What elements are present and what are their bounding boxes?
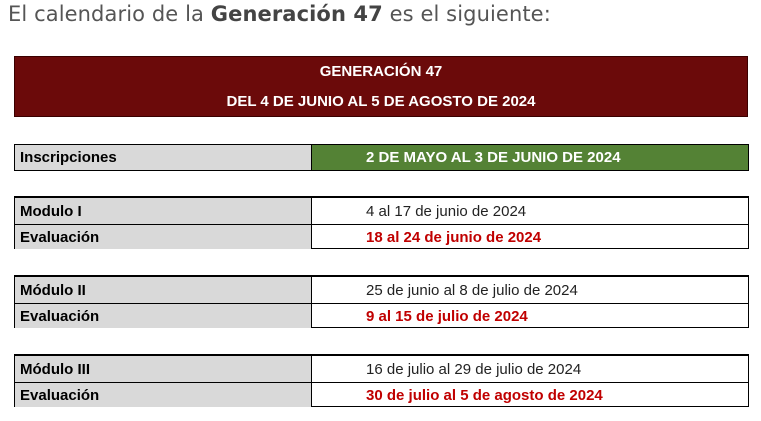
evaluation-label: Evaluación — [15, 383, 312, 407]
inscripciones-label: Inscripciones — [15, 145, 312, 170]
banner-title: GENERACIÓN 47 — [319, 63, 443, 80]
evaluation-dates: 18 al 24 de junio de 2024 — [366, 228, 542, 246]
module-dates: 4 al 17 de junio de 2024 — [366, 202, 527, 220]
intro-prefix: El calendario de la — [8, 2, 211, 26]
evaluation-row: Evaluación 18 al 24 de junio de 2024 — [15, 225, 748, 249]
evaluation-dates: 9 al 15 de julio de 2024 — [366, 307, 528, 325]
module-label: Módulo II — [15, 277, 312, 303]
evaluation-label: Evaluación — [15, 304, 312, 328]
module-dates: 16 de julio al 29 de julio de 2024 — [366, 360, 582, 378]
module-block-1: Modulo I 4 al 17 de junio de 2024 Evalua… — [14, 196, 749, 249]
module-label: Modulo I — [15, 198, 312, 224]
module-row: Módulo II 25 de junio al 8 de julio de 2… — [15, 277, 748, 304]
module-row: Modulo I 4 al 17 de junio de 2024 — [15, 198, 748, 225]
inscripciones-row: Inscripciones 2 DE MAYO AL 3 DE JUNIO DE… — [14, 144, 749, 171]
inscripciones-dates: 2 DE MAYO AL 3 DE JUNIO DE 2024 — [312, 145, 748, 170]
module-block-2: Módulo II 25 de junio al 8 de julio de 2… — [14, 275, 749, 328]
generation-banner: GENERACIÓN 47 DEL 4 DE JUNIO AL 5 DE AGO… — [14, 56, 748, 117]
module-row: Módulo III 16 de julio al 29 de julio de… — [15, 356, 748, 383]
intro-text: El calendario de la Generación 47 es el … — [8, 2, 551, 26]
module-block-3: Módulo III 16 de julio al 29 de julio de… — [14, 354, 749, 407]
evaluation-row: Evaluación 9 al 15 de julio de 2024 — [15, 304, 748, 328]
evaluation-label: Evaluación — [15, 225, 312, 249]
module-dates: 25 de junio al 8 de julio de 2024 — [366, 281, 578, 299]
evaluation-row: Evaluación 30 de julio al 5 de agosto de… — [15, 383, 748, 407]
intro-highlight: Generación 47 — [210, 2, 383, 26]
module-label: Módulo III — [15, 356, 312, 382]
evaluation-dates: 30 de julio al 5 de agosto de 2024 — [366, 386, 603, 404]
intro-suffix: es el siguiente: — [382, 2, 551, 26]
banner-date-range: DEL 4 DE JUNIO AL 5 DE AGOSTO DE 2024 — [226, 93, 536, 110]
